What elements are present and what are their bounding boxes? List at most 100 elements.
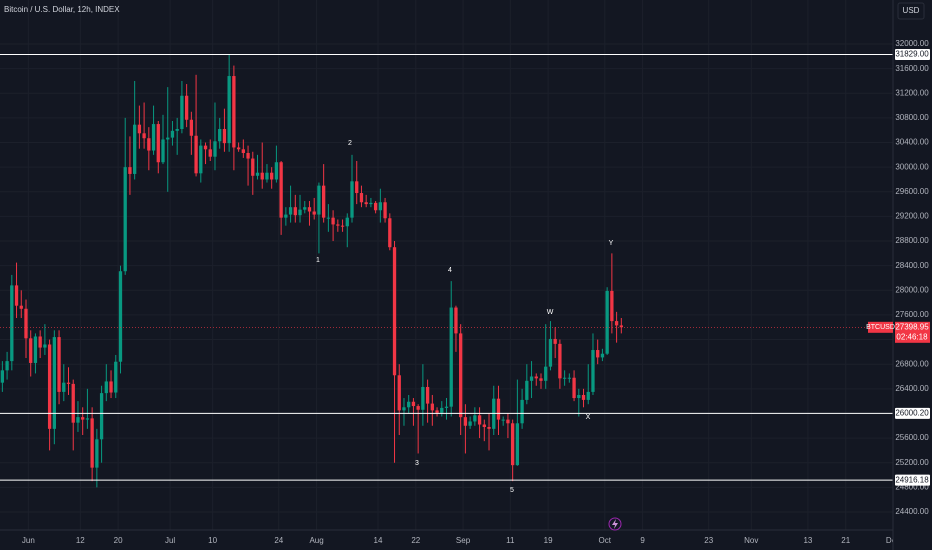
candle-body bbox=[52, 337, 56, 429]
y-tick-label: 25200.00 bbox=[895, 458, 929, 467]
x-tick-label: Nov bbox=[744, 536, 758, 545]
x-tick-label: Sep bbox=[456, 536, 471, 545]
candle-body bbox=[529, 376, 534, 381]
candle-body bbox=[501, 419, 505, 421]
y-tick-label: 25600.00 bbox=[895, 433, 929, 442]
candle-body bbox=[558, 343, 562, 379]
candle-body bbox=[506, 419, 510, 424]
candle-body bbox=[227, 76, 231, 144]
candle-body bbox=[236, 147, 241, 150]
wave-label: X bbox=[586, 414, 591, 421]
candle-body bbox=[459, 333, 463, 418]
candle-body bbox=[232, 76, 236, 148]
candle-body bbox=[10, 285, 14, 362]
y-tick-label: 30000.00 bbox=[895, 162, 929, 171]
candle-body bbox=[284, 214, 288, 218]
candle-body bbox=[147, 138, 151, 151]
candle-body bbox=[317, 185, 321, 215]
wave-label: 5 bbox=[510, 487, 514, 494]
x-tick-label: 11 bbox=[506, 536, 515, 545]
candle-body bbox=[251, 158, 255, 176]
candle-body bbox=[562, 377, 567, 379]
symbol-box bbox=[868, 321, 893, 333]
candle-body bbox=[47, 344, 52, 429]
candle-body bbox=[454, 307, 458, 334]
price-axis bbox=[893, 0, 932, 550]
candle-body bbox=[170, 130, 175, 138]
candle-body bbox=[274, 162, 279, 180]
countdown-label: 02:46:18 bbox=[896, 332, 928, 341]
price-label: 26000.20 bbox=[895, 409, 929, 418]
candle-body bbox=[128, 167, 132, 174]
wave-label: 3 bbox=[415, 460, 419, 467]
candle-body bbox=[255, 172, 260, 176]
candle-body bbox=[591, 350, 595, 392]
currency-button[interactable] bbox=[897, 2, 925, 20]
last-price-label: 27398.95 bbox=[895, 322, 929, 331]
candle-body bbox=[515, 423, 520, 466]
candle-body bbox=[24, 308, 28, 339]
candle-body bbox=[123, 167, 127, 272]
candle-body bbox=[161, 139, 165, 163]
candle-body bbox=[544, 366, 548, 381]
candle-body bbox=[19, 305, 23, 309]
candle-body bbox=[539, 378, 543, 381]
candle-body bbox=[222, 128, 227, 144]
candle-body bbox=[444, 406, 449, 408]
price-label-box bbox=[895, 474, 930, 486]
wave-label: Y bbox=[609, 240, 614, 247]
last-price-box bbox=[895, 321, 930, 343]
chart-title: Bitcoin / U.S. Dollar, 12h, INDEX bbox=[4, 5, 120, 14]
currency[interactable]: USD bbox=[903, 6, 920, 15]
candle-body bbox=[449, 307, 453, 407]
event-icon[interactable] bbox=[608, 517, 622, 531]
candle-body bbox=[364, 202, 368, 205]
candle-body bbox=[359, 193, 364, 203]
candle-body bbox=[610, 290, 614, 322]
candle-body bbox=[392, 247, 397, 376]
candle-body bbox=[265, 172, 269, 180]
price-label: 24916.18 bbox=[895, 475, 929, 484]
candle-body bbox=[57, 337, 61, 392]
candle-body bbox=[81, 417, 85, 420]
y-tick-label: 28400.00 bbox=[895, 261, 929, 270]
y-tick-label: 31600.00 bbox=[895, 64, 929, 73]
candle-body bbox=[199, 145, 203, 174]
y-tick-label: 29200.00 bbox=[895, 212, 929, 221]
candle-body bbox=[95, 439, 99, 468]
candle-body bbox=[596, 350, 600, 358]
wave-label: 4 bbox=[448, 267, 452, 274]
candle-body bbox=[586, 391, 590, 400]
candle-body bbox=[572, 377, 576, 399]
x-tick-label: 21 bbox=[841, 536, 850, 545]
candle-body bbox=[43, 344, 47, 348]
candle-body bbox=[208, 149, 212, 157]
candle-body bbox=[473, 415, 477, 422]
candle-body bbox=[156, 124, 160, 163]
candle-body bbox=[288, 207, 293, 215]
candle-body bbox=[62, 382, 66, 392]
candle-body bbox=[482, 424, 486, 427]
candle-body bbox=[605, 290, 609, 354]
candle-body bbox=[340, 225, 345, 227]
x-tick-label: 23 bbox=[704, 536, 713, 545]
candle-body bbox=[350, 181, 354, 218]
candle-body bbox=[369, 202, 373, 205]
candle-body bbox=[331, 217, 335, 225]
candle-body bbox=[33, 336, 38, 363]
candle-body bbox=[614, 321, 619, 326]
candle-body bbox=[534, 376, 538, 379]
event-bolt bbox=[612, 519, 618, 529]
candle-body bbox=[99, 393, 104, 440]
candle-body bbox=[203, 145, 208, 150]
candle-body bbox=[435, 410, 439, 413]
candle-body bbox=[298, 209, 302, 216]
candle-body bbox=[411, 401, 416, 407]
price-label: 31829.00 bbox=[895, 50, 929, 59]
candle-body bbox=[402, 407, 406, 411]
y-tick-label: 32000.00 bbox=[895, 39, 929, 48]
candle-body bbox=[463, 417, 468, 426]
candle-body bbox=[241, 149, 245, 154]
y-tick-label: 26400.00 bbox=[895, 384, 929, 393]
candle-body bbox=[85, 418, 90, 420]
